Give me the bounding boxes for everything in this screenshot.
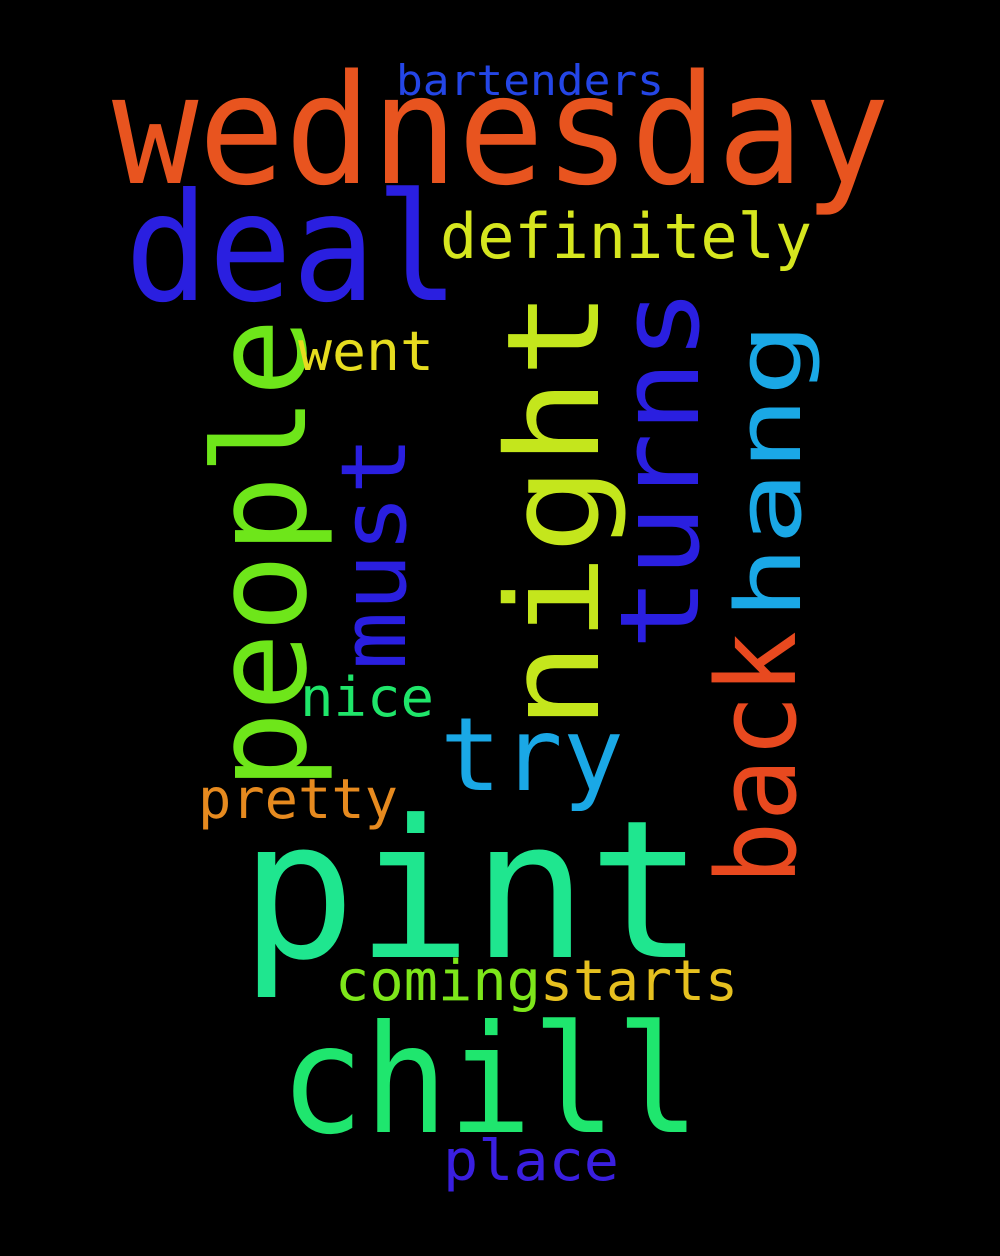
word-back: back [693, 631, 821, 885]
word-nice: nice [300, 666, 434, 729]
word-hang: hang [717, 322, 822, 620]
word-must: must [322, 436, 427, 670]
word-try: try [440, 696, 624, 815]
word-definitely: definitely [440, 200, 812, 273]
word-place: place [443, 1129, 619, 1194]
word-people: people [187, 318, 336, 790]
word-chill: chill [280, 994, 700, 1168]
word-starts: starts [540, 949, 738, 1014]
word-went: went [298, 320, 434, 383]
word-pint: pint [240, 780, 704, 1003]
word-turns: turns [596, 288, 724, 650]
word-pretty: pretty [198, 767, 398, 831]
word-bartenders: bartenders [396, 56, 664, 105]
word-deal: deal [125, 162, 459, 336]
word-wednesday: wednesday [112, 42, 890, 219]
word-night: night [480, 290, 629, 730]
word-coming: coming [335, 949, 541, 1014]
